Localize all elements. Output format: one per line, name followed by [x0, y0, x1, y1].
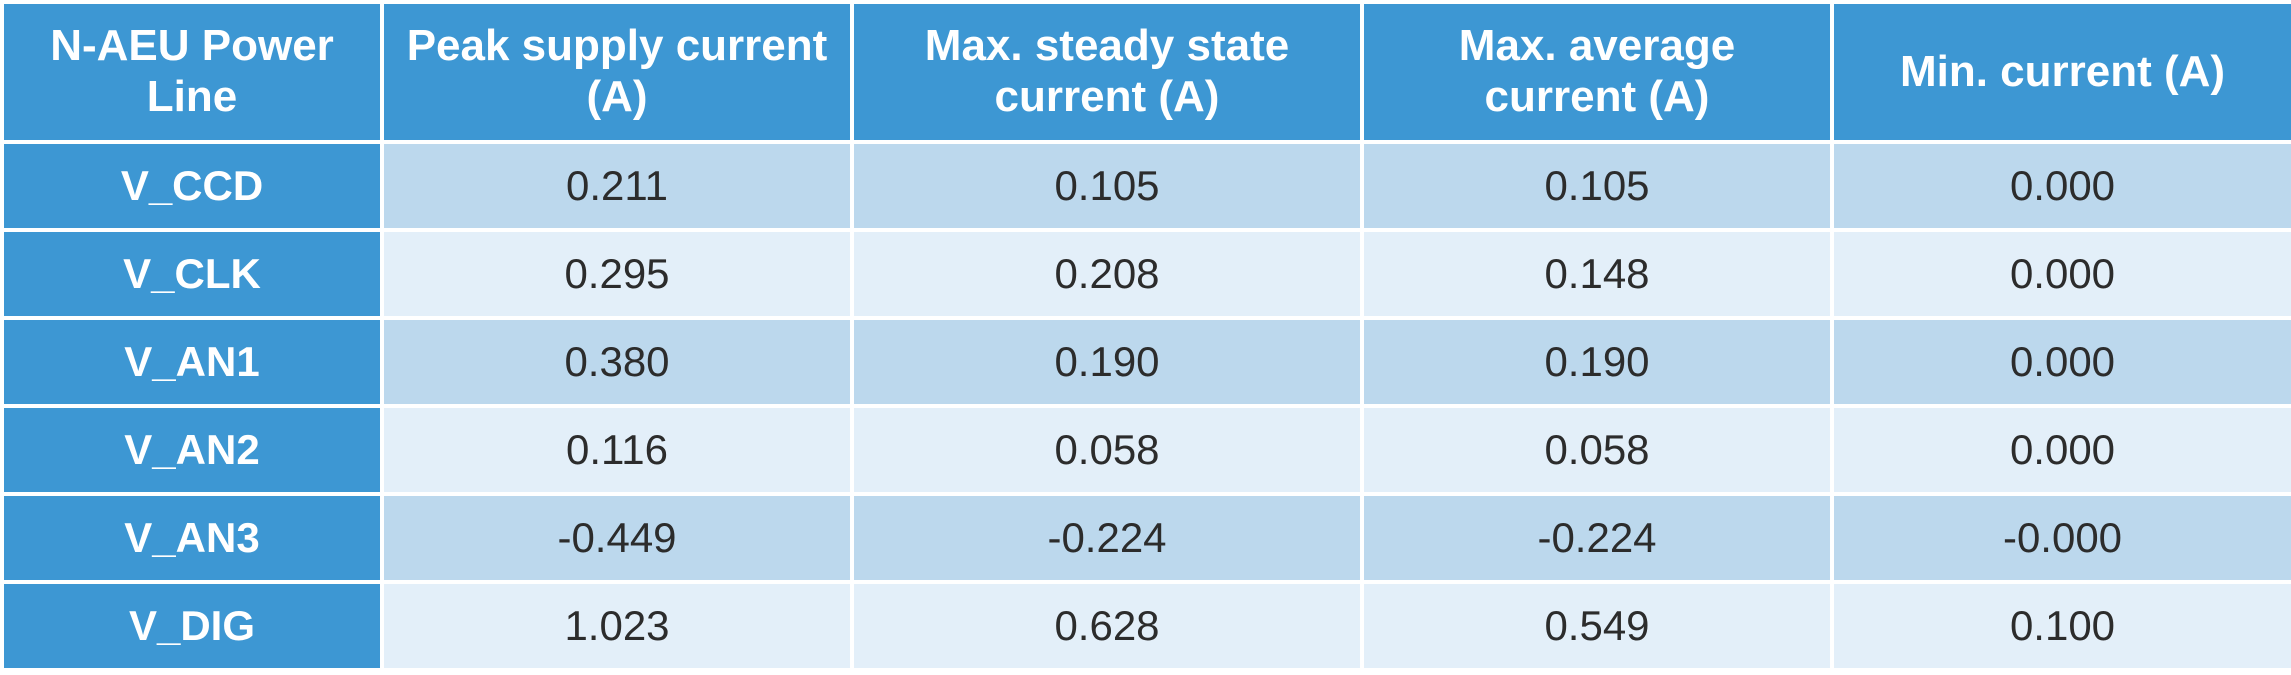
- cell: 0.549: [1362, 582, 1832, 670]
- row-header-label: V_DIG: [129, 602, 255, 650]
- table-body: V_CCD 0.211 0.105 0.105 0.000 V_CLK 0.29…: [2, 142, 2291, 670]
- cell: 0.208: [852, 230, 1362, 318]
- cell-value: 0.000: [2010, 426, 2115, 474]
- table-row: V_AN3 -0.449 -0.224 -0.224 -0.000: [2, 494, 2291, 582]
- cell-value: 0.190: [1544, 338, 1649, 386]
- cell: 0.058: [852, 406, 1362, 494]
- cell: 0.148: [1362, 230, 1832, 318]
- cell-value: 0.058: [1544, 426, 1649, 474]
- header-cell-power-line: N-AEU Power Line: [2, 2, 382, 142]
- cell-value: 0.380: [564, 338, 669, 386]
- cell-value: 0.190: [1054, 338, 1159, 386]
- cell: 0.000: [1832, 318, 2291, 406]
- cell: 0.000: [1832, 142, 2291, 230]
- cell-value: 0.105: [1544, 162, 1649, 210]
- cell-value: 0.000: [2010, 338, 2115, 386]
- row-header-label: V_AN2: [124, 426, 259, 474]
- table-row: V_CCD 0.211 0.105 0.105 0.000: [2, 142, 2291, 230]
- cell: -0.449: [382, 494, 852, 582]
- cell: 0.105: [1362, 142, 1832, 230]
- cell: 0.100: [1832, 582, 2291, 670]
- cell-value: 0.549: [1544, 602, 1649, 650]
- cell-value: 0.628: [1054, 602, 1159, 650]
- cell-value: 0.000: [2010, 250, 2115, 298]
- cell: 0.058: [1362, 406, 1832, 494]
- header-cell-max-average: Max. average current (A): [1362, 2, 1832, 142]
- header-label: Max. steady state current (A): [874, 21, 1340, 122]
- cell: 0.190: [852, 318, 1362, 406]
- cell: 0.628: [852, 582, 1362, 670]
- cell: 1.023: [382, 582, 852, 670]
- cell-value: -0.000: [2003, 514, 2122, 562]
- row-header: V_CLK: [2, 230, 382, 318]
- cell: 0.295: [382, 230, 852, 318]
- cell: -0.224: [852, 494, 1362, 582]
- cell: -0.000: [1832, 494, 2291, 582]
- cell: 0.190: [1362, 318, 1832, 406]
- row-header-label: V_AN1: [124, 338, 259, 386]
- row-header: V_DIG: [2, 582, 382, 670]
- row-header: V_AN1: [2, 318, 382, 406]
- row-header: V_AN3: [2, 494, 382, 582]
- cell-value: 0.208: [1054, 250, 1159, 298]
- cell-value: 0.148: [1544, 250, 1649, 298]
- header-label: Min. current (A): [1900, 47, 2225, 98]
- cell: 0.116: [382, 406, 852, 494]
- row-header: V_CCD: [2, 142, 382, 230]
- cell-value: 0.058: [1054, 426, 1159, 474]
- cell: -0.224: [1362, 494, 1832, 582]
- cell: 0.211: [382, 142, 852, 230]
- table-container: N-AEU Power Line Peak supply current (A)…: [0, 0, 2291, 675]
- cell-value: 0.116: [566, 426, 668, 474]
- cell-value: -0.449: [557, 514, 676, 562]
- cell-value: 0.211: [566, 162, 668, 210]
- table-row: V_CLK 0.295 0.208 0.148 0.000: [2, 230, 2291, 318]
- power-consumption-table: N-AEU Power Line Peak supply current (A)…: [0, 0, 2291, 672]
- cell: 0.000: [1832, 230, 2291, 318]
- row-header-label: V_CCD: [121, 162, 263, 210]
- cell-value: 0.105: [1054, 162, 1159, 210]
- cell-value: 1.023: [564, 602, 669, 650]
- header-label: Max. average current (A): [1384, 21, 1810, 122]
- header-cell-peak-supply: Peak supply current (A): [382, 2, 852, 142]
- cell-value: 0.295: [564, 250, 669, 298]
- table-row: V_AN1 0.380 0.190 0.190 0.000: [2, 318, 2291, 406]
- header-label: Peak supply current (A): [404, 21, 830, 122]
- cell-value: -0.224: [1047, 514, 1166, 562]
- cell: 0.105: [852, 142, 1362, 230]
- cell-value: -0.224: [1537, 514, 1656, 562]
- header-label: N-AEU Power Line: [24, 21, 360, 122]
- header-row: N-AEU Power Line Peak supply current (A)…: [2, 2, 2291, 142]
- header-cell-min-current: Min. current (A): [1832, 2, 2291, 142]
- row-header-label: V_AN3: [124, 514, 259, 562]
- cell-value: 0.000: [2010, 162, 2115, 210]
- cell: 0.380: [382, 318, 852, 406]
- cell-value: 0.100: [2010, 602, 2115, 650]
- row-header: V_AN2: [2, 406, 382, 494]
- row-header-label: V_CLK: [123, 250, 261, 298]
- table-row: V_AN2 0.116 0.058 0.058 0.000: [2, 406, 2291, 494]
- table-head: N-AEU Power Line Peak supply current (A)…: [2, 2, 2291, 142]
- header-cell-max-steady: Max. steady state current (A): [852, 2, 1362, 142]
- table-row: V_DIG 1.023 0.628 0.549 0.100: [2, 582, 2291, 670]
- cell: 0.000: [1832, 406, 2291, 494]
